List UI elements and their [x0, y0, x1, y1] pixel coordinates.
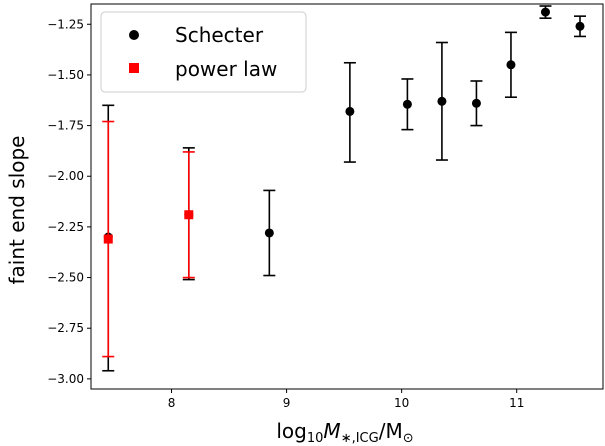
legend-label-schecter: Schecter: [175, 23, 264, 47]
y-tick-label: −2.75: [47, 321, 84, 335]
schecter-point: [403, 100, 412, 109]
y-axis-label: faint end slope: [5, 136, 29, 285]
legend-marker-power-law: [129, 63, 139, 73]
legend-marker-schecter: [129, 30, 139, 40]
x-tick-label: 10: [394, 396, 409, 410]
y-tick-label: −2.00: [47, 169, 84, 183]
power-law-point: [104, 235, 113, 244]
power-law-point: [184, 210, 193, 219]
x-tick-label: 9: [283, 396, 291, 410]
legend: Schecter power law: [101, 12, 306, 92]
schecter-point: [265, 228, 274, 237]
schecter-point: [472, 99, 481, 108]
schecter-point: [541, 8, 550, 17]
y-tick-label: −1.50: [47, 68, 84, 82]
y-tick-label: −1.25: [47, 17, 84, 31]
y-tick-label: −3.00: [47, 372, 84, 386]
x-tick-label: 8: [168, 396, 176, 410]
y-tick-label: −1.75: [47, 119, 84, 133]
schecter-point: [437, 97, 446, 106]
schecter-point: [506, 60, 515, 69]
schecter-point: [575, 22, 584, 31]
legend-label-power-law: power law: [175, 57, 277, 81]
y-tick-label: −2.50: [47, 271, 84, 285]
schecter-point: [345, 107, 354, 116]
x-tick-label: 11: [509, 396, 524, 410]
x-axis-label: log10M∗,ICG/M⊙: [276, 419, 413, 446]
y-tick-label: −2.25: [47, 220, 84, 234]
